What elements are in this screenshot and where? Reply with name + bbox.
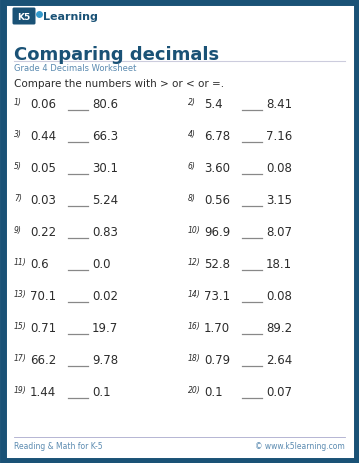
Text: 5): 5) xyxy=(14,162,22,171)
Text: 2): 2) xyxy=(188,98,196,107)
Text: 0.05: 0.05 xyxy=(30,162,56,175)
Text: 5.24: 5.24 xyxy=(92,194,118,206)
Text: 3.15: 3.15 xyxy=(266,194,292,206)
Text: 3): 3) xyxy=(14,130,22,139)
Text: 66.2: 66.2 xyxy=(30,353,56,366)
Text: 52.8: 52.8 xyxy=(204,257,230,270)
Text: 96.9: 96.9 xyxy=(204,225,230,238)
Text: 66.3: 66.3 xyxy=(92,130,118,143)
Text: Comparing decimals: Comparing decimals xyxy=(14,46,219,64)
Text: 15): 15) xyxy=(14,321,27,330)
Text: 4): 4) xyxy=(188,130,196,139)
Text: 0.07: 0.07 xyxy=(266,385,292,398)
Text: 0.1: 0.1 xyxy=(204,385,223,398)
Text: 0.02: 0.02 xyxy=(92,289,118,302)
Text: 0.0: 0.0 xyxy=(92,257,111,270)
Text: 0.08: 0.08 xyxy=(266,162,292,175)
Text: 12): 12) xyxy=(188,257,201,266)
Text: 11): 11) xyxy=(14,257,27,266)
Text: 0.08: 0.08 xyxy=(266,289,292,302)
Text: 17): 17) xyxy=(14,353,27,362)
Text: K5: K5 xyxy=(17,13,31,21)
Text: 0.44: 0.44 xyxy=(30,130,56,143)
Text: 19.7: 19.7 xyxy=(92,321,118,334)
Text: 0.79: 0.79 xyxy=(204,353,230,366)
Text: 9): 9) xyxy=(14,225,22,234)
Text: 0.06: 0.06 xyxy=(30,98,56,111)
Text: 20): 20) xyxy=(188,385,201,394)
Text: 0.83: 0.83 xyxy=(92,225,118,238)
Text: 19): 19) xyxy=(14,385,27,394)
Text: © www.k5learning.com: © www.k5learning.com xyxy=(255,441,345,450)
Text: 9.78: 9.78 xyxy=(92,353,118,366)
Text: Learning: Learning xyxy=(43,12,98,22)
Text: 18.1: 18.1 xyxy=(266,257,292,270)
Text: Compare the numbers with > or < or =.: Compare the numbers with > or < or =. xyxy=(14,79,224,89)
Text: 1.44: 1.44 xyxy=(30,385,56,398)
Text: 0.6: 0.6 xyxy=(30,257,48,270)
Text: 0.22: 0.22 xyxy=(30,225,56,238)
Text: 10): 10) xyxy=(188,225,201,234)
Text: 3.60: 3.60 xyxy=(204,162,230,175)
Text: 7.16: 7.16 xyxy=(266,130,292,143)
Text: 13): 13) xyxy=(14,289,27,298)
Text: 16): 16) xyxy=(188,321,201,330)
Text: Grade 4 Decimals Worksheet: Grade 4 Decimals Worksheet xyxy=(14,64,136,73)
Text: Reading & Math for K-5: Reading & Math for K-5 xyxy=(14,441,103,450)
Text: 73.1: 73.1 xyxy=(204,289,230,302)
Text: 18): 18) xyxy=(188,353,201,362)
Text: 1.70: 1.70 xyxy=(204,321,230,334)
Text: 0.03: 0.03 xyxy=(30,194,56,206)
Text: 1): 1) xyxy=(14,98,22,107)
Text: 70.1: 70.1 xyxy=(30,289,56,302)
Text: 30.1: 30.1 xyxy=(92,162,118,175)
FancyBboxPatch shape xyxy=(13,8,36,25)
Text: 0.56: 0.56 xyxy=(204,194,230,206)
Text: 80.6: 80.6 xyxy=(92,98,118,111)
Text: 6.78: 6.78 xyxy=(204,130,230,143)
Text: 8.07: 8.07 xyxy=(266,225,292,238)
Text: 2.64: 2.64 xyxy=(266,353,292,366)
Text: 14): 14) xyxy=(188,289,201,298)
Text: 6): 6) xyxy=(188,162,196,171)
Text: 89.2: 89.2 xyxy=(266,321,292,334)
Text: 0.1: 0.1 xyxy=(92,385,111,398)
Text: 8.41: 8.41 xyxy=(266,98,292,111)
Text: 8): 8) xyxy=(188,194,196,203)
Text: 7): 7) xyxy=(14,194,22,203)
Text: 0.71: 0.71 xyxy=(30,321,56,334)
Text: 5.4: 5.4 xyxy=(204,98,223,111)
